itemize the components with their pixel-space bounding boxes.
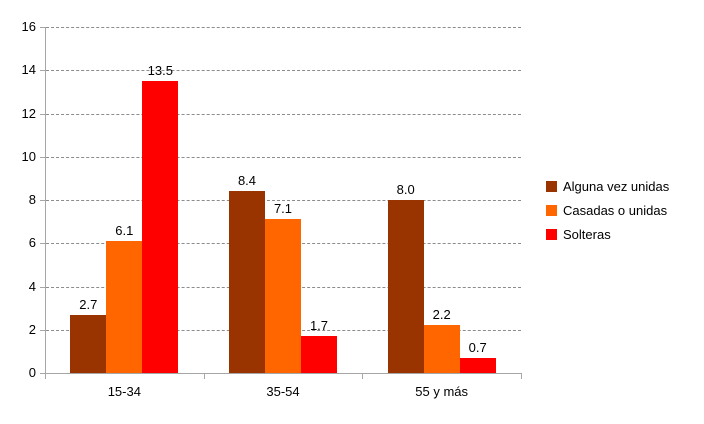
x-axis-tick-1 — [204, 373, 205, 379]
bar-value-label-solteras-55-y-más: 0.7 — [468, 339, 487, 355]
legend-label-alguna-vez-unidas: Alguna vez unidas — [563, 179, 670, 194]
x-category-label-55-y-más: 55 y más — [415, 384, 469, 399]
bar-casadas-o-unidas-15-34 — [106, 241, 143, 373]
legend-item-casadas-o-unidas: Casadas o unidas — [546, 203, 669, 218]
gridline-y-10 — [46, 156, 521, 158]
y-axis-label-12: 12 — [21, 105, 36, 121]
y-axis-label-8: 8 — [28, 192, 36, 207]
legend-item-solteras: Solteras — [546, 227, 669, 242]
bar-value-label-casadas-o-unidas-15-34: 6.1 — [115, 223, 134, 239]
y-axis-label-16: 16 — [21, 19, 36, 34]
bar-value-label-casadas-o-unidas-55-y-más: 2.2 — [432, 307, 451, 323]
bar-casadas-o-unidas-55-y-más — [423, 325, 460, 373]
x-category-label-35-54: 35-54 — [266, 384, 300, 399]
y-axis-tick-10 — [40, 156, 46, 158]
bar-value-label-alguna-vez-unidas-55-y-más: 8.0 — [396, 182, 415, 197]
y-axis-line — [45, 27, 46, 378]
bar-alguna-vez-unidas-35-54 — [229, 191, 265, 373]
y-axis-tick-6 — [40, 243, 46, 245]
y-axis-tick-8 — [40, 200, 46, 201]
legend-swatch-alguna-vez-unidas — [546, 181, 557, 192]
bar-solteras-55-y-más — [459, 357, 496, 373]
y-axis-label-4: 4 — [28, 278, 36, 294]
bar-casadas-o-unidas-35-54 — [265, 219, 301, 373]
bar-solteras-15-34 — [142, 81, 179, 373]
bar-value-label-casadas-o-unidas-35-54: 7.1 — [273, 201, 293, 217]
bar-alguna-vez-unidas-15-34 — [70, 314, 107, 373]
bar-value-label-solteras-15-34: 13.5 — [147, 63, 173, 79]
bar-alguna-vez-unidas-55-y-más — [387, 200, 424, 373]
x-category-label-15-34: 15-34 — [107, 384, 141, 399]
x-axis-tick-3 — [521, 373, 522, 379]
gridline-y-16 — [46, 27, 521, 28]
y-axis-tick-2 — [40, 329, 46, 331]
y-axis-label-6: 6 — [28, 235, 36, 251]
x-axis-line — [45, 373, 522, 374]
legend-swatch-casadas-o-unidas — [546, 205, 557, 216]
bar-value-label-solteras-35-54: 1.7 — [309, 318, 329, 334]
y-axis-tick-12 — [40, 113, 46, 115]
x-axis-tick-2 — [362, 373, 363, 379]
gridline-y-12 — [46, 113, 521, 115]
bar-value-label-alguna-vez-unidas-35-54: 8.4 — [237, 173, 257, 189]
y-axis-tick-4 — [40, 286, 46, 288]
y-axis-tick-14 — [40, 70, 46, 72]
y-axis-tick-16 — [40, 27, 46, 28]
bar-value-label-alguna-vez-unidas-15-34: 2.7 — [79, 296, 98, 312]
legend-item-alguna-vez-unidas: Alguna vez unidas — [546, 179, 669, 194]
legend-swatch-solteras — [546, 229, 557, 240]
legend-label-solteras: Solteras — [563, 227, 611, 242]
y-axis-label-0: 0 — [28, 365, 36, 380]
gridline-y-8 — [46, 200, 521, 201]
y-axis-label-14: 14 — [21, 62, 36, 78]
y-axis-tick-0 — [40, 373, 46, 374]
x-axis-tick-0 — [45, 373, 46, 379]
bar-solteras-35-54 — [301, 336, 337, 373]
legend: Alguna vez unidas Casadas o unidas Soltera… — [546, 179, 669, 251]
y-axis-label-2: 2 — [28, 321, 36, 337]
gridline-y-14 — [46, 70, 521, 72]
y-axis-label-10: 10 — [21, 148, 36, 164]
legend-label-casadas-o-unidas: Casadas o unidas — [563, 203, 668, 218]
